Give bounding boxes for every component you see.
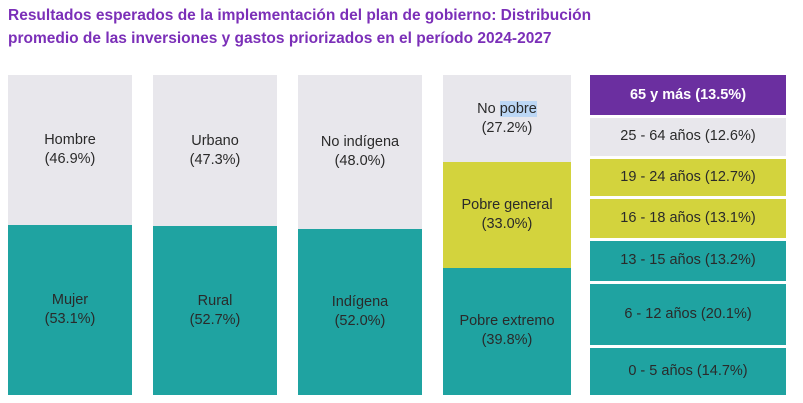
bar-segment: Urbano (47.3%) [153,75,277,227]
bar-segment: 65 y más (13.5%) [590,75,786,119]
segment-label: 25 - 64 años (12.6%) [620,128,756,145]
bar-segment: Pobre extremo (39.8%) [443,267,571,395]
bar-segment: 6 - 12 años (20.1%) [590,283,786,348]
bar-segment: 16 - 18 años (13.1%) [590,199,786,242]
segment-label: 65 y más (13.5%) [629,86,747,103]
segment-label: 0 - 5 años (14.7%) [628,362,748,379]
bar-segment: No pobre (27.2%) [443,75,571,163]
segment-label: 16 - 18 años (13.1%) [620,210,756,227]
segment-label: Hombre (46.9%) [44,132,96,168]
bar-segment: 0 - 5 años (14.7%) [590,347,786,395]
segment-label: No indígena (48.0%) [320,133,400,169]
bar-segment: Mujer (53.1%) [8,225,132,395]
segment-label: 19 - 24 años (12.7%) [620,168,756,185]
segment-label: No pobre (27.2%) [477,100,537,136]
segment-label: Pobre general (33.0%) [461,196,553,232]
highlighted-text: pobre [499,100,537,117]
bar-segment: 25 - 64 años (12.6%) [590,118,786,159]
bar-segment: Rural (52.7%) [153,226,277,395]
bar-column-5: 65 y más (13.5%) 25 - 64 años (12.6%) 19 -… [590,75,786,395]
segment-label: Pobre extremo (39.8%) [459,313,555,349]
bar-segment: No indígena (48.0%) [298,75,422,229]
chart-title-line-2: promedio de las inversiones y gastos pri… [8,30,552,47]
bar-column-1: Hombre (46.9%) Mujer (53.1%) [8,75,132,395]
segment-label: Rural (52.7%) [189,292,241,328]
bar-segment: Indígena (52.0%) [298,228,422,395]
segment-label: 13 - 15 años (13.2%) [620,252,756,269]
chart-title-line-1: Resultados esperados de la implementació… [8,7,592,24]
segment-label: Mujer (53.1%) [44,292,96,328]
bar-column-2: Urbano (47.3%) Rural (52.7%) [153,75,277,395]
chart-title: Resultados esperados de la implementació… [8,4,788,50]
bar-segment: 19 - 24 años (12.7%) [590,158,786,200]
segment-label: 6 - 12 años (20.1%) [624,305,752,322]
bar-segment: Hombre (46.9%) [8,75,132,226]
segment-label: Urbano (47.3%) [189,132,241,168]
bar-column-4: No pobre (27.2%) Pobre general (33.0%) Pobre… [443,75,571,395]
bar-segment: 13 - 15 años (13.2%) [590,241,786,284]
segment-label: Indígena (52.0%) [331,293,389,329]
bar-segment: Pobre general (33.0%) [443,162,571,268]
bar-column-3: No indígena (48.0%) Indígena (52.0%) [298,75,422,395]
